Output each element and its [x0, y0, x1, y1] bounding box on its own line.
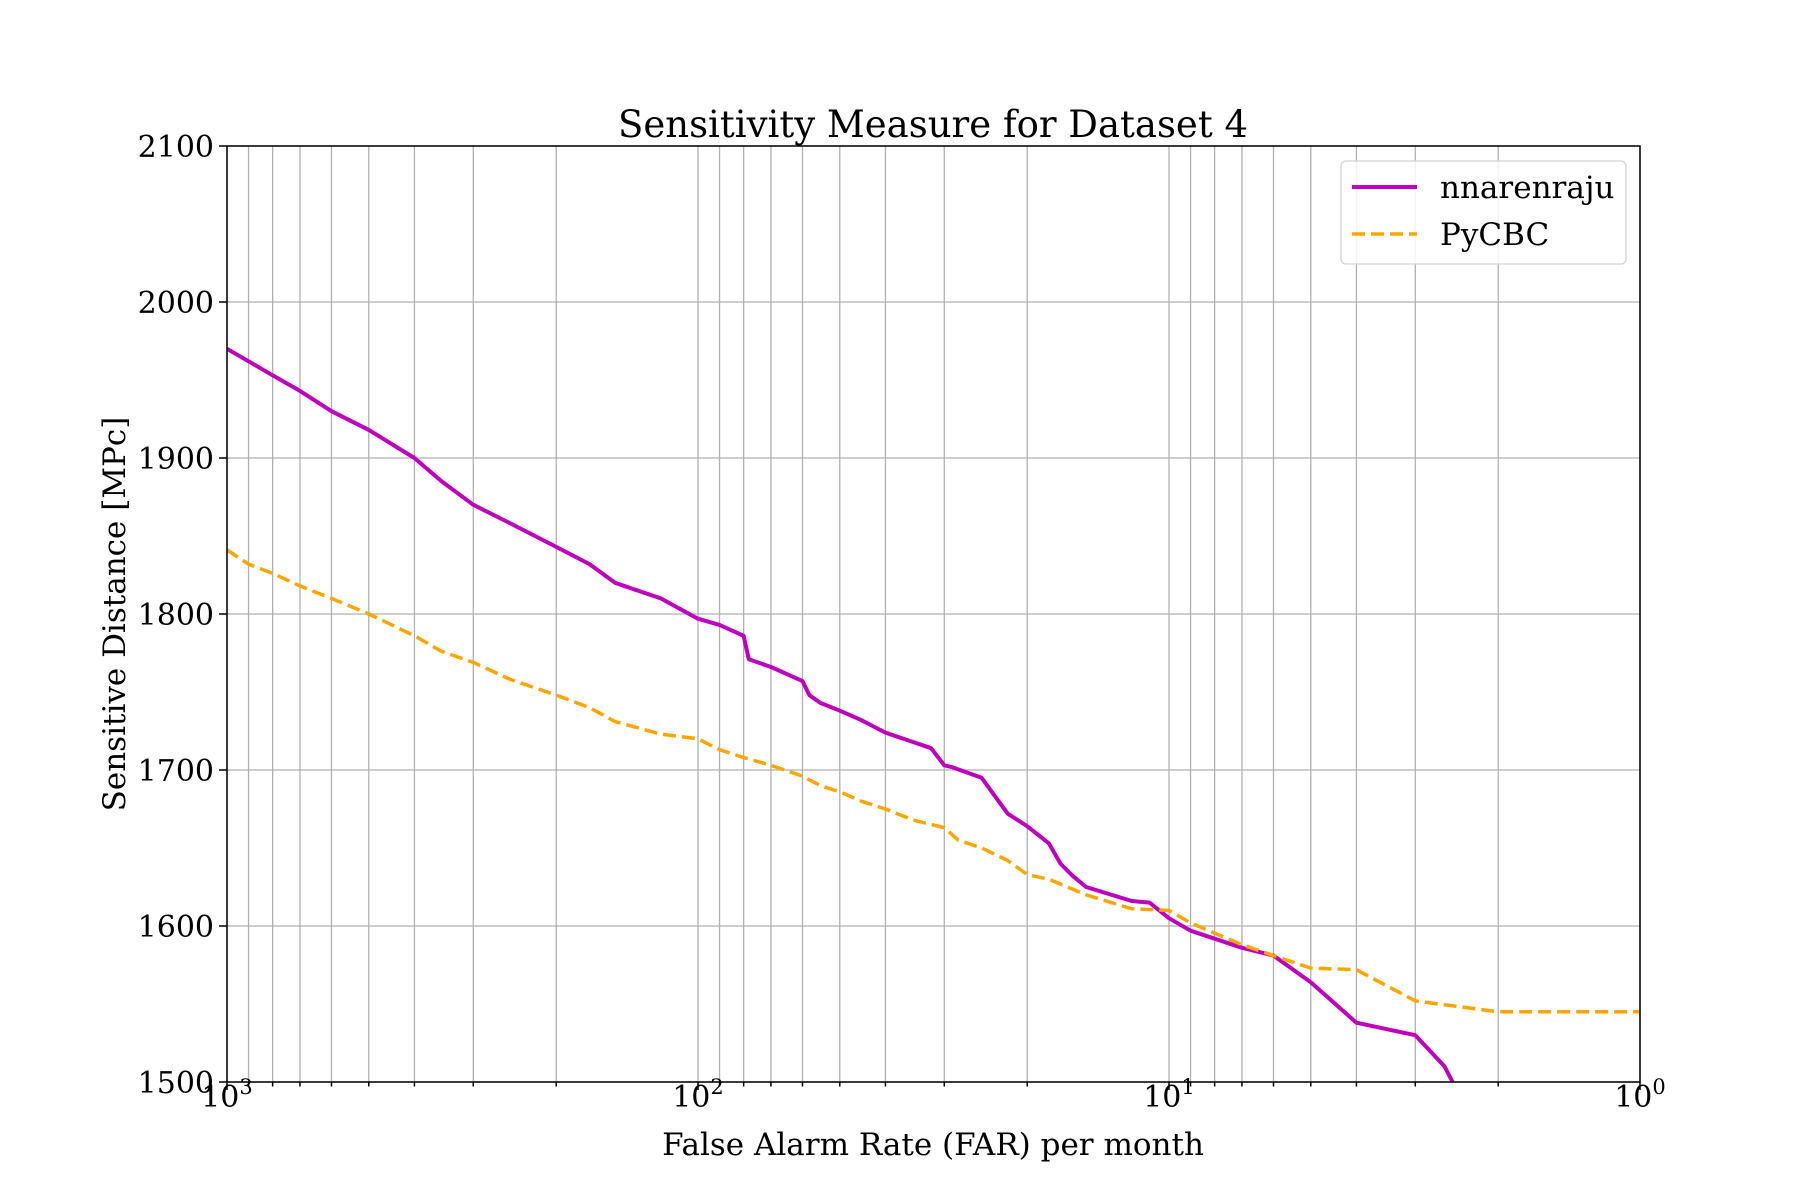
chart-title: Sensitivity Measure for Dataset 4: [618, 103, 1248, 146]
y-tick-label: 1800: [138, 598, 214, 633]
x-tick-label: 101: [1143, 1075, 1195, 1115]
x-tick-labels: 103 102 101 100: [201, 1075, 1666, 1115]
series-line-pycbc: [227, 548, 1640, 1014]
legend-label-nnarenraju: nnarenraju: [1440, 170, 1614, 206]
grid-lines: [226, 145, 1641, 1083]
x-axis-label: False Alarm Rate (FAR) per month: [662, 1127, 1204, 1163]
y-tick-label: 2000: [138, 286, 214, 321]
y-axis-label: Sensitive Distance [MPc]: [97, 417, 133, 812]
y-tick-label: 1700: [138, 754, 214, 789]
series-line-nnarenraju: [227, 347, 1455, 1082]
x-tick-label: 103: [201, 1075, 253, 1115]
x-tick-label: 100: [1614, 1075, 1666, 1115]
series-lines: [227, 347, 1640, 1082]
axis-ticks: [219, 145, 1641, 1090]
y-tick-label: 2100: [138, 130, 214, 165]
x-tick-label: 102: [672, 1075, 724, 1115]
legend: nnarenraju PyCBC: [1340, 160, 1627, 265]
y-tick-label: 1500: [138, 1066, 214, 1101]
y-tick-labels: 1500 1600 1700 1800 1900 2000 2100: [138, 130, 214, 1101]
y-tick-label: 1900: [138, 442, 214, 477]
legend-label-pycbc: PyCBC: [1440, 217, 1549, 253]
y-tick-label: 1600: [138, 910, 214, 945]
